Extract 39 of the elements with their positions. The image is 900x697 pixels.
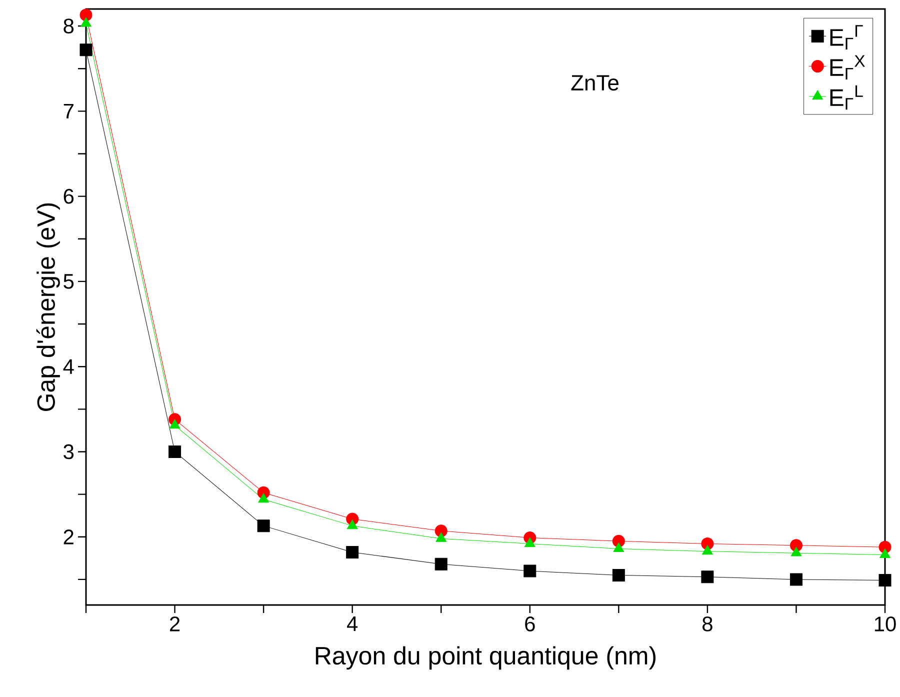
point — [168, 445, 182, 458]
point — [880, 548, 890, 558]
point — [80, 17, 92, 27]
point — [169, 419, 180, 429]
point — [80, 8, 92, 22]
point — [436, 532, 447, 542]
point — [878, 574, 892, 587]
point — [701, 570, 714, 584]
x-tick-label: 4 — [346, 616, 358, 631]
point — [613, 542, 624, 552]
point — [790, 573, 802, 586]
point — [80, 44, 92, 56]
y-tick-label: 4 — [63, 359, 74, 374]
y-tick-label: 7 — [64, 104, 74, 118]
legend-label: E$_{Γ}$L — [830, 85, 863, 110]
point — [524, 537, 536, 547]
point — [524, 564, 536, 578]
y-tick-label: 6 — [64, 188, 74, 204]
x-tick-label: 8 — [702, 616, 712, 632]
legend-label: E$_{Γ}$Γ — [830, 25, 863, 50]
point — [258, 493, 270, 503]
x-axis-title: Rayon du point quantique (nm) — [316, 646, 656, 670]
point — [257, 520, 270, 532]
x-tick-label: 2 — [170, 616, 180, 632]
point — [790, 546, 802, 556]
legend-label: E$_{Γ}$X — [830, 55, 865, 80]
point — [346, 546, 359, 558]
y-tick-label: 2 — [64, 530, 74, 544]
annotation: ZnTe — [571, 75, 618, 91]
point — [702, 545, 713, 555]
point — [434, 558, 448, 570]
y-tick-label: 5 — [64, 274, 74, 289]
point — [612, 568, 625, 582]
y-axis-title: Gap d'énergie (eV) — [36, 203, 60, 411]
y-tick-label: 8 — [64, 18, 74, 34]
x-tick-label: 10 — [874, 616, 896, 632]
y-tick-label: 3 — [64, 444, 74, 460]
point — [346, 520, 358, 530]
x-tick-label: 6 — [525, 616, 535, 632]
